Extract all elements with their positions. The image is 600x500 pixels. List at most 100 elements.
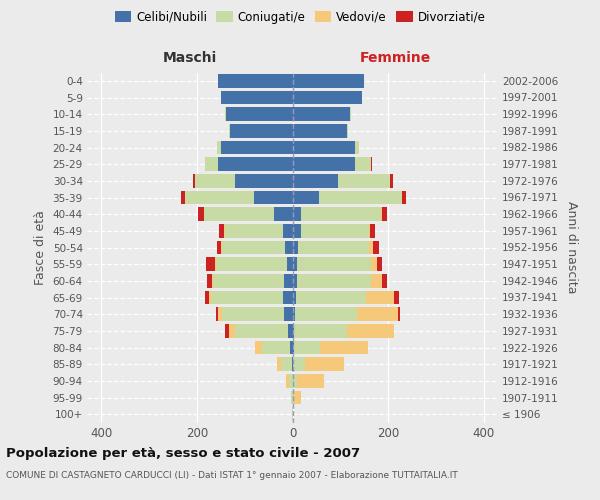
Bar xyxy=(297,374,323,388)
Bar xyxy=(305,358,344,371)
Bar xyxy=(297,258,371,271)
Bar xyxy=(217,240,221,254)
Bar xyxy=(226,108,293,121)
Bar xyxy=(293,290,296,304)
Bar xyxy=(218,158,293,171)
Bar xyxy=(296,290,365,304)
Bar xyxy=(293,308,295,321)
Bar xyxy=(235,174,293,188)
Bar xyxy=(293,108,350,121)
Bar xyxy=(254,190,293,204)
Bar xyxy=(283,290,293,304)
Bar xyxy=(230,124,293,138)
Bar xyxy=(382,274,386,287)
Bar xyxy=(207,274,212,287)
Legend: Celibi/Nubili, Coniugati/e, Vedovi/e, Divorziati/e: Celibi/Nubili, Coniugati/e, Vedovi/e, Di… xyxy=(110,6,490,28)
Bar xyxy=(391,174,393,188)
Bar xyxy=(181,190,185,204)
Bar xyxy=(293,158,355,171)
Bar xyxy=(403,190,406,204)
Bar xyxy=(224,324,229,338)
Bar xyxy=(235,324,288,338)
Bar xyxy=(293,208,301,221)
Bar xyxy=(198,208,203,221)
Bar xyxy=(220,224,224,237)
Bar xyxy=(284,274,293,287)
Bar xyxy=(301,208,382,221)
Bar xyxy=(277,358,281,371)
Bar xyxy=(290,340,293,354)
Bar xyxy=(284,308,293,321)
Bar xyxy=(355,140,359,154)
Bar xyxy=(293,358,305,371)
Bar xyxy=(394,290,399,304)
Bar xyxy=(205,290,209,304)
Bar xyxy=(371,158,373,171)
Bar xyxy=(369,224,370,237)
Bar xyxy=(255,340,262,354)
Bar xyxy=(224,224,283,237)
Bar xyxy=(377,258,382,271)
Bar xyxy=(373,240,379,254)
Bar xyxy=(293,190,319,204)
Bar xyxy=(216,258,287,271)
Bar xyxy=(382,208,386,221)
Bar xyxy=(301,224,369,237)
Bar xyxy=(283,224,293,237)
Bar xyxy=(222,308,284,321)
Bar xyxy=(347,124,349,138)
Bar xyxy=(281,358,292,371)
Bar xyxy=(338,174,391,188)
Text: Maschi: Maschi xyxy=(163,51,217,65)
Bar xyxy=(294,390,301,404)
Bar xyxy=(288,324,293,338)
Bar xyxy=(293,390,294,404)
Bar xyxy=(350,108,351,121)
Text: COMUNE DI CASTAGNETO CARDUCCI (LI) - Dati ISTAT 1° gennaio 2007 - Elaborazione T: COMUNE DI CASTAGNETO CARDUCCI (LI) - Dat… xyxy=(6,471,458,480)
Bar xyxy=(371,274,382,287)
Bar xyxy=(229,324,235,338)
Bar xyxy=(293,140,355,154)
Bar xyxy=(194,174,235,188)
Bar xyxy=(212,274,213,287)
Bar xyxy=(209,290,211,304)
Bar xyxy=(398,308,400,321)
Bar xyxy=(274,208,293,221)
Bar xyxy=(293,74,364,88)
Bar xyxy=(286,240,293,254)
Bar xyxy=(206,258,215,271)
Bar xyxy=(213,274,284,287)
Bar xyxy=(229,124,230,138)
Bar xyxy=(293,224,301,237)
Bar xyxy=(287,258,293,271)
Bar xyxy=(293,240,298,254)
Text: Popolazione per età, sesso e stato civile - 2007: Popolazione per età, sesso e stato civil… xyxy=(6,448,360,460)
Bar xyxy=(294,340,320,354)
Bar xyxy=(262,340,290,354)
Bar xyxy=(217,140,221,154)
Bar xyxy=(297,274,371,287)
Y-axis label: Fasce di età: Fasce di età xyxy=(34,210,47,285)
Bar xyxy=(224,108,226,121)
Bar xyxy=(293,324,294,338)
Bar xyxy=(215,308,218,321)
Y-axis label: Anni di nascita: Anni di nascita xyxy=(565,201,578,294)
Bar xyxy=(293,174,338,188)
Bar xyxy=(293,374,297,388)
Bar xyxy=(222,240,286,254)
Bar xyxy=(286,374,289,388)
Bar xyxy=(221,140,293,154)
Bar xyxy=(295,308,357,321)
Bar xyxy=(218,308,222,321)
Bar xyxy=(355,158,371,171)
Bar xyxy=(293,258,297,271)
Bar xyxy=(205,158,218,171)
Text: Femmine: Femmine xyxy=(359,51,431,65)
Bar xyxy=(193,174,194,188)
Bar xyxy=(294,324,347,338)
Bar xyxy=(347,324,394,338)
Bar xyxy=(211,290,283,304)
Bar xyxy=(218,74,293,88)
Bar xyxy=(293,124,347,138)
Bar xyxy=(371,258,377,271)
